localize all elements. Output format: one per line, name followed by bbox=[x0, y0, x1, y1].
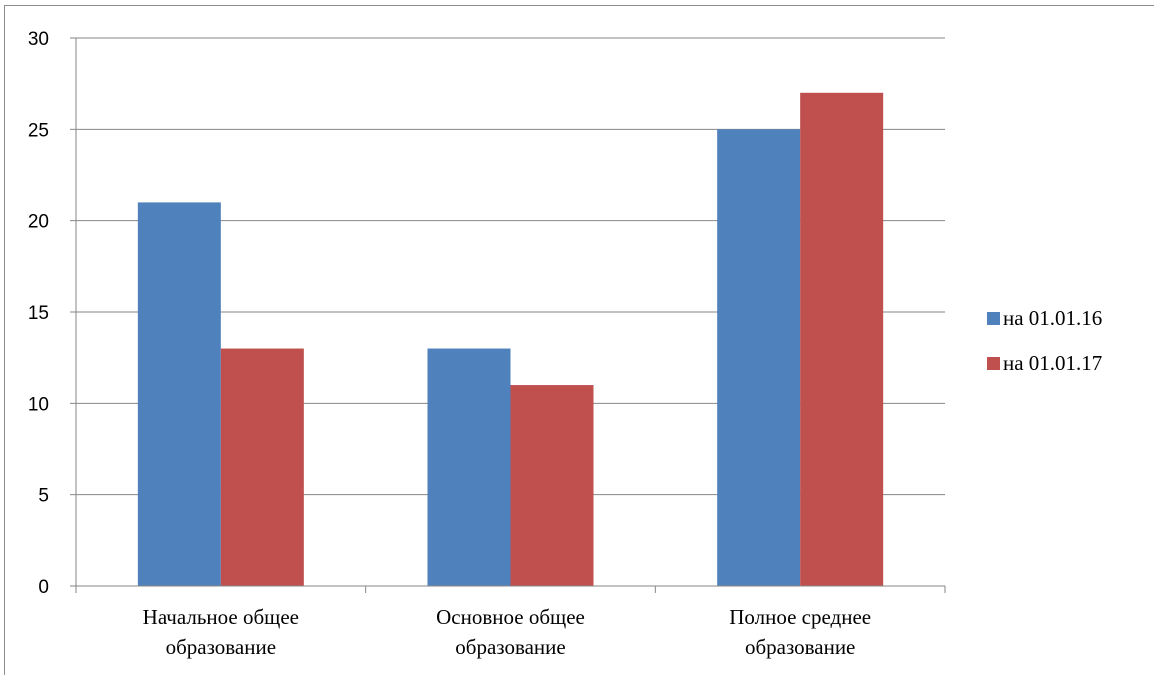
axes bbox=[70, 37, 946, 593]
y-tick-label: 30 bbox=[28, 29, 49, 50]
y-tick-label: 0 bbox=[38, 577, 49, 598]
legend-swatch-1 bbox=[987, 312, 1000, 325]
bar-1-2 bbox=[427, 348, 511, 586]
bar-2-3 bbox=[800, 92, 884, 587]
legend-swatch-2 bbox=[987, 357, 1000, 370]
y-tick-label: 20 bbox=[28, 212, 49, 233]
y-tick-label: 10 bbox=[28, 394, 49, 415]
y-tick-labels: 0 5 10 15 20 25 30 bbox=[28, 29, 49, 598]
x-tick-label: образование bbox=[745, 635, 855, 659]
x-tick-label: образование bbox=[455, 635, 565, 659]
x-tick-label: Основное общее bbox=[436, 605, 585, 629]
bar-1-1 bbox=[137, 202, 221, 586]
x-tick-labels: Начальное общее образование Основное общее… bbox=[143, 605, 871, 659]
y-tick-label: 5 bbox=[38, 486, 49, 507]
legend-label-1: на 01.01.16 bbox=[1003, 306, 1102, 330]
x-tick-label: Начальное общее bbox=[143, 605, 299, 629]
x-tick-label: Полное среднее bbox=[729, 605, 871, 629]
bar-1-3 bbox=[717, 129, 801, 587]
bar-2-1 bbox=[220, 348, 304, 586]
bars bbox=[137, 92, 884, 587]
legend: на 01.01.16 на 01.01.17 bbox=[987, 306, 1102, 375]
x-tick-label: образование bbox=[166, 635, 276, 659]
y-tick-label: 25 bbox=[28, 120, 49, 141]
y-tick-label: 15 bbox=[28, 303, 49, 324]
legend-label-2: на 01.01.17 bbox=[1003, 351, 1102, 375]
bar-2-2 bbox=[510, 385, 594, 586]
